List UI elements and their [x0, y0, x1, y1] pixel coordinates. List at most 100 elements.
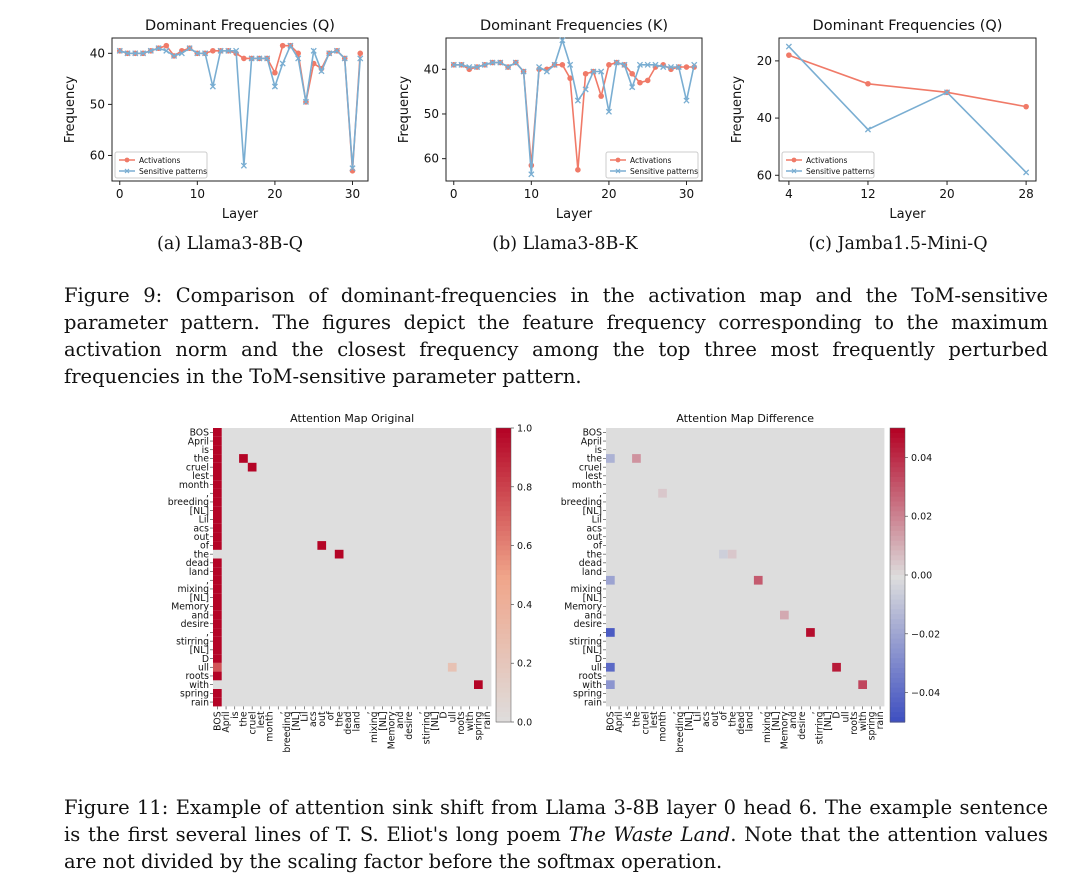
row-token-label: month	[572, 480, 602, 491]
row-token-label: April	[581, 436, 602, 447]
colorbar-segment	[890, 462, 905, 468]
activation-point	[575, 167, 581, 173]
colorbar-segment	[890, 560, 905, 566]
row-token-label: cruel	[579, 462, 602, 473]
sensitive-point	[333, 47, 341, 54]
row-token-label: acs	[193, 523, 209, 534]
series-line-sensitive-patterns	[788, 46, 1027, 173]
row-token-label: the	[194, 454, 210, 465]
colorbar-segment	[496, 496, 511, 503]
colorbar-segment	[496, 506, 511, 512]
row-token-label: the	[587, 549, 603, 560]
colorbar-segment	[496, 589, 511, 596]
heatmap-cell	[213, 619, 222, 629]
y-tick-label: 40	[757, 111, 772, 125]
sensitive-point	[458, 61, 465, 68]
colorbar-segment	[890, 673, 905, 679]
row-token-label: spring	[573, 689, 602, 700]
row-token-label: ,	[206, 488, 209, 499]
colorbar-segment	[496, 584, 511, 591]
colorbar-segment	[890, 545, 905, 552]
col-token-label: spring	[474, 711, 485, 740]
col-token-label: Memory	[780, 711, 791, 749]
legend-label: Sensitive patterns	[806, 167, 874, 176]
row-token-label: out	[587, 532, 603, 543]
heatmap-cell	[239, 454, 248, 463]
row-token-label: [NL]	[583, 506, 602, 517]
colorbar-segment	[890, 506, 905, 512]
heatmap-cell	[213, 471, 222, 481]
activation-point	[272, 69, 278, 76]
colorbar-tick-label: 1.0	[517, 424, 532, 435]
legend-box	[781, 151, 875, 179]
row-token-label: ,	[599, 575, 602, 586]
figure9-charts: Dominant Frequencies (Q) Layer Frequency 0 1…	[63, 18, 1037, 222]
colorbar-segment	[496, 560, 511, 566]
col-token-label: the	[727, 711, 738, 727]
activation-point	[606, 62, 612, 68]
heatmap-cell	[213, 454, 222, 463]
colorbar-segment	[496, 717, 511, 723]
heatmap-cell	[213, 523, 222, 533]
colorbar-segment	[496, 428, 511, 434]
heatmap-cell	[213, 480, 222, 489]
heatmap-cell	[753, 575, 763, 585]
col-token-label: ,	[413, 711, 424, 714]
legend-marker	[615, 157, 621, 163]
col-token-label: acs	[701, 711, 712, 727]
colorbar-segment	[890, 550, 905, 556]
colorbar-segment	[496, 432, 511, 439]
col-token-label: cruel	[640, 711, 651, 734]
sensitive-point	[326, 50, 333, 57]
col-token-label: stirring	[421, 711, 432, 744]
sensitive-point	[310, 47, 317, 54]
colorbar-segment	[890, 511, 905, 517]
colorbar-segment	[496, 619, 511, 625]
heatmap-cell	[606, 454, 615, 463]
heatmap-cell	[447, 662, 457, 672]
legend-label: Activations	[630, 156, 672, 165]
sensitive-point	[116, 47, 123, 54]
colorbar-segment	[496, 570, 511, 576]
activation-point	[629, 70, 635, 77]
subcaption-b: (b) Llama3-8B-K	[492, 234, 638, 254]
colorbar-segment	[890, 521, 905, 527]
colorbar-segment	[890, 682, 905, 689]
chart-title: Dominant Frequencies (Q)	[813, 18, 1003, 34]
sensitive-point	[621, 61, 628, 68]
colorbar-frame	[495, 427, 512, 723]
sensitive-point	[217, 47, 224, 54]
sensitive-point	[233, 47, 240, 54]
figure11-caption-pre: Figure 11: Example of attention sink shi…	[64, 796, 1048, 846]
colorbar-segment	[496, 516, 511, 522]
colorbar-segment	[890, 496, 905, 503]
col-token-label: and	[395, 711, 406, 729]
sensitive-point	[186, 45, 193, 52]
col-token-label: land	[352, 711, 363, 731]
colorbar-segment	[496, 594, 511, 601]
colorbar-segment	[496, 457, 511, 463]
colorbar-segment	[890, 707, 905, 713]
colorbar-segment	[496, 658, 511, 664]
x-axis-label: Layer	[889, 207, 926, 222]
heatmap-cell	[719, 549, 728, 559]
figure11-caption-italic: The Waste Land	[568, 823, 731, 846]
sensitive-point	[194, 50, 201, 57]
colorbar-tick-label: 0.04	[911, 453, 932, 464]
row-token-label: dead	[579, 558, 602, 569]
subcaption-c: (c) Jamba1.5-Mini-Q	[808, 234, 988, 254]
legend-marker	[124, 157, 130, 163]
colorbar-segment	[890, 575, 905, 581]
heatmap-cell	[780, 610, 789, 620]
heatmap-cell	[832, 662, 841, 672]
x-tick-label: 10	[190, 187, 205, 201]
sensitive-point	[582, 86, 589, 93]
x-tick-label: 20	[601, 187, 616, 201]
activation-point	[559, 62, 566, 68]
colorbar-segment	[890, 614, 905, 620]
col-token-label: acs	[308, 711, 319, 727]
colorbar-tick-label: −0.02	[911, 629, 940, 640]
col-token-label: [NL]	[430, 711, 441, 730]
sensitive-point	[124, 50, 131, 57]
colorbar-segment	[496, 609, 511, 615]
